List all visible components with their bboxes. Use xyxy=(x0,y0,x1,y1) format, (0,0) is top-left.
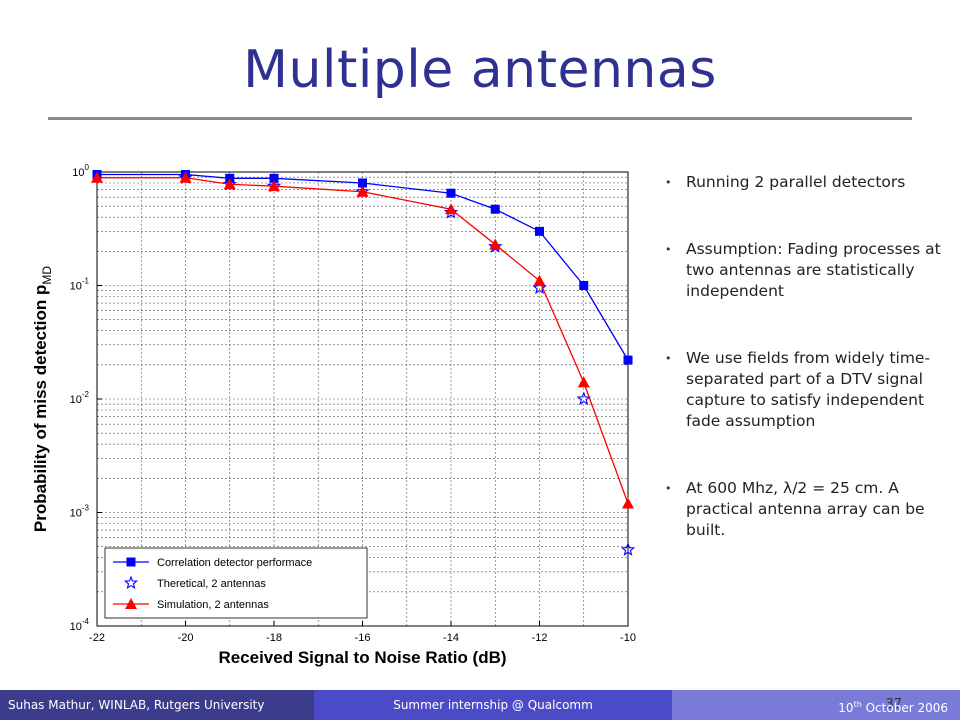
legend-box xyxy=(104,547,368,619)
series-line-1 xyxy=(97,173,629,361)
x-tick-label: -20 xyxy=(178,632,194,644)
data-point-series-2 xyxy=(443,204,459,219)
series-line-3 xyxy=(97,177,629,504)
bullet-dot-icon: • xyxy=(665,243,672,256)
data-point-series-1 xyxy=(358,178,367,188)
title-divider xyxy=(48,117,912,120)
y-tick-label: 100 xyxy=(72,163,89,179)
x-tick-label: -14 xyxy=(443,632,459,644)
data-point-series-3 xyxy=(91,171,103,183)
x-tick-label: -10 xyxy=(620,632,636,644)
footer-right: 37 10th October 2006 xyxy=(672,690,960,720)
data-point-series-3 xyxy=(268,180,280,192)
bullet-list: • Running 2 parallel detectors • Assumptio… xyxy=(665,172,945,541)
x-tick-label: -12 xyxy=(532,632,548,644)
data-point-series-1 xyxy=(579,281,589,290)
bullet-text: At 600 Mhz, λ/2 = 25 cm. A practical ant… xyxy=(686,479,925,539)
data-point-series-3 xyxy=(445,203,457,215)
data-point-series-3 xyxy=(179,171,192,183)
miss-detection-chart: -22 -20 -18 -16 -14 -12 -10 100 10-1 10-2 10-3 10-4… xyxy=(31,163,636,667)
y-tick-label: 10-3 xyxy=(70,504,90,520)
bullet-text: Running 2 parallel detectors xyxy=(686,173,906,191)
date-day: 10 xyxy=(838,701,854,715)
footer-bar: Suhas Mathur, WINLAB, Rutgers University… xyxy=(0,690,960,720)
data-point-series-3 xyxy=(533,274,546,286)
legend-label-3: Simulation, 2 antennas xyxy=(157,599,269,611)
data-point-series-3 xyxy=(356,185,369,197)
x-axis-label: Received Signal to Noise Ratio (dB) xyxy=(218,648,506,667)
data-point-series-3 xyxy=(622,497,634,509)
date-suffix-sup: th xyxy=(853,700,862,709)
y-tick-label: 10-4 xyxy=(70,617,90,633)
x-tick-label: -16 xyxy=(355,632,371,644)
data-point-series-3 xyxy=(577,376,590,388)
footer-date: 10th October 2006 xyxy=(838,690,948,723)
data-point-series-1 xyxy=(446,188,456,198)
data-point-series-2 xyxy=(620,542,636,556)
data-point-series-3 xyxy=(489,238,502,250)
bullet-text: We use fields from widely time-separated… xyxy=(686,349,931,430)
date-rest: October 2006 xyxy=(861,701,948,715)
footer-author: Suhas Mathur, WINLAB, Rutgers University xyxy=(0,690,314,720)
bullet-item: • Running 2 parallel detectors xyxy=(665,172,945,193)
bullet-item: • Assumption: Fading processes at two ant… xyxy=(665,239,945,302)
legend-label-1: Correlation detector performace xyxy=(157,557,312,569)
page-number: 37 xyxy=(885,697,902,712)
bullet-item: • At 600 Mhz, λ/2 = 25 cm. A practical an… xyxy=(665,478,945,541)
data-point-series-1 xyxy=(623,355,633,365)
data-point-series-3 xyxy=(223,178,236,190)
bullet-text: Assumption: Fading processes at two ante… xyxy=(686,240,941,300)
data-point-series-1 xyxy=(490,204,500,214)
bullet-dot-icon: • xyxy=(665,482,672,495)
y-axis-label: Probability of miss detection pMD xyxy=(31,266,54,532)
footer-event: Summer internship @ Qualcomm xyxy=(314,690,672,720)
bullet-dot-icon: • xyxy=(665,352,672,365)
slide-title: Multiple antennas xyxy=(243,40,717,100)
y-tick-label: 10-1 xyxy=(70,277,90,293)
legend-marker-1 xyxy=(126,557,136,567)
data-point-series-2 xyxy=(532,280,547,295)
x-tick-label: -18 xyxy=(266,632,282,644)
x-tick-label: -22 xyxy=(89,632,105,644)
legend-label-2: Theretical, 2 antennas xyxy=(157,578,266,590)
data-point-series-2 xyxy=(576,391,591,406)
y-tick-label: 10-2 xyxy=(70,390,90,406)
legend-marker-2 xyxy=(123,575,139,590)
legend-marker-3 xyxy=(125,598,137,609)
data-point-series-1 xyxy=(535,226,544,236)
bullet-dot-icon: • xyxy=(665,176,672,189)
bullet-item: • We use fields from widely time-separate… xyxy=(665,348,945,432)
data-point-series-1 xyxy=(269,173,279,183)
